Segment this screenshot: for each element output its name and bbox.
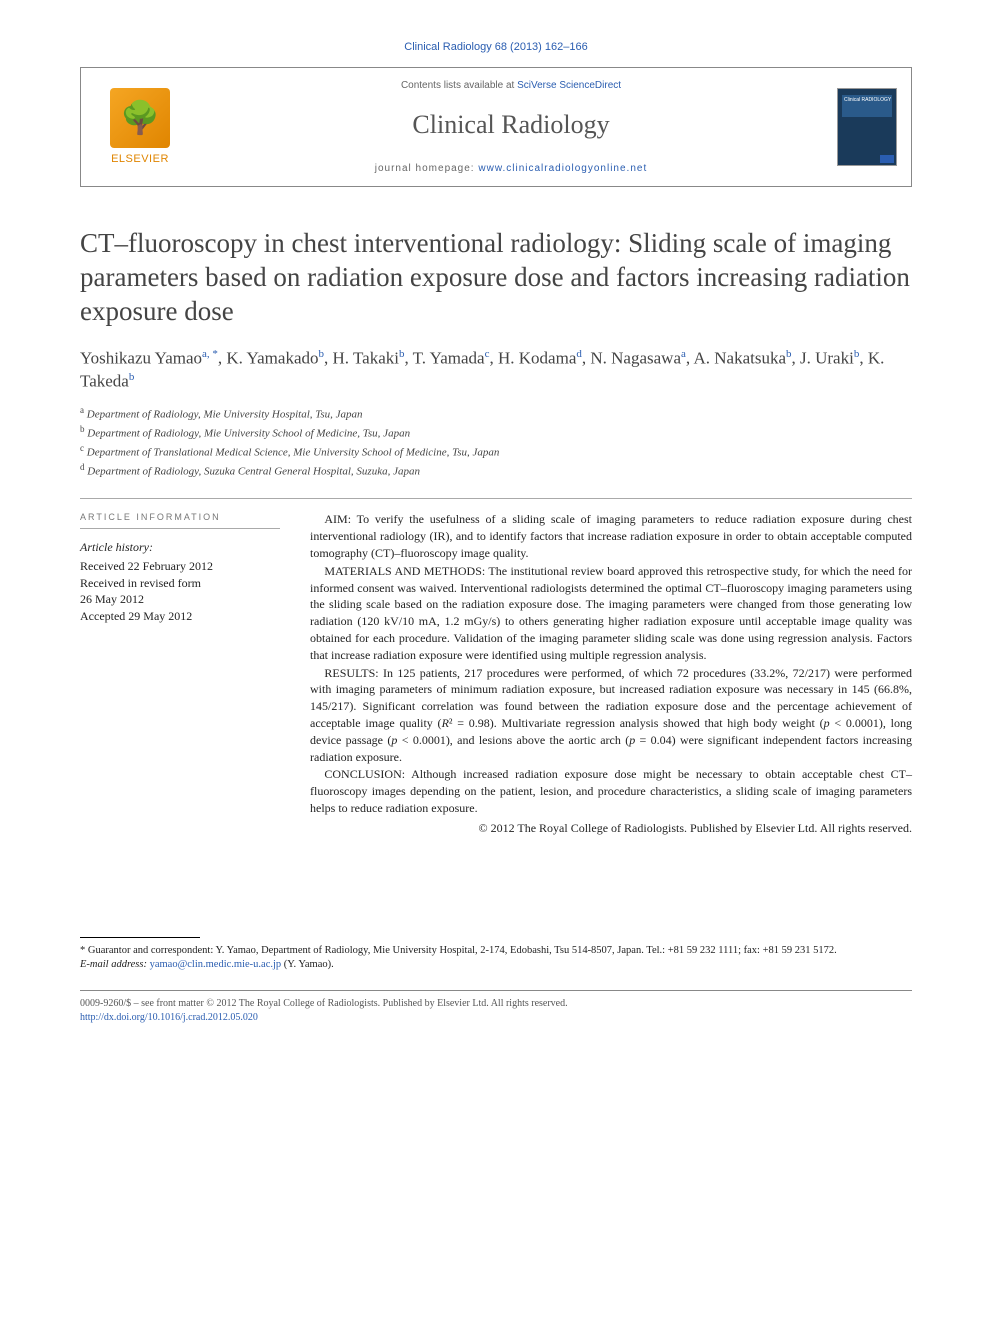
email-suffix: (Y. Yamao). [281,959,334,970]
contents-available-line: Contents lists available at SciVerse Sci… [185,79,837,93]
abstract-methods: MATERIALS AND METHODS: The institutional… [310,563,912,664]
affiliations-block: a Department of Radiology, Mie Universit… [80,404,912,481]
corresponding-footnote: * Guarantor and correspondent: Y. Yamao,… [80,944,912,958]
article-info-heading: ARTICLE INFORMATION [80,511,280,524]
article-title: CT–fluoroscopy in chest interventional r… [80,227,912,328]
cover-label: Clinical RADIOLOGY [844,97,891,104]
history-label: Article history: [80,539,280,556]
bottom-separator [80,990,912,991]
footnote-separator [80,937,200,938]
email-link[interactable]: yamao@clin.medic.mie-u.ac.jp [150,959,282,970]
journal-name: Clinical Radiology [185,107,837,143]
publisher-name: ELSEVIER [95,152,185,167]
history-line: Received in revised form [80,575,280,592]
abstract-copyright: © 2012 The Royal College of Radiologists… [310,820,912,837]
info-abstract-row: ARTICLE INFORMATION Article history: Rec… [80,511,912,836]
elsevier-tree-icon [110,88,170,148]
abstract-conclusion: CONCLUSION: Although increased radiation… [310,766,912,816]
section-divider [80,498,912,499]
email-footnote: E-mail address: yamao@clin.medic.mie-u.a… [80,958,912,972]
history-line: Received 22 February 2012 [80,558,280,575]
doi-line: http://dx.doi.org/10.1016/j.crad.2012.05… [80,1011,912,1025]
homepage-line: journal homepage: www.clinicalradiologyo… [185,162,837,176]
history-line: 26 May 2012 [80,591,280,608]
email-label: E-mail address: [80,959,150,970]
homepage-link[interactable]: www.clinicalradiologyonline.net [478,163,647,174]
abstract-aim: AIM: To verify the usefulness of a slidi… [310,511,912,561]
history-line: Accepted 29 May 2012 [80,608,280,625]
journal-cover-thumb: Clinical RADIOLOGY [837,88,897,166]
contents-prefix: Contents lists available at [401,80,517,91]
journal-header: ELSEVIER Contents lists available at Sci… [80,67,912,187]
article-info-column: ARTICLE INFORMATION Article history: Rec… [80,511,280,836]
header-center: Contents lists available at SciVerse Sci… [185,79,837,175]
abstract-results: RESULTS: In 125 patients, 217 procedures… [310,665,912,766]
citation-line: Clinical Radiology 68 (2013) 162–166 [80,40,912,55]
abstract-column: AIM: To verify the usefulness of a slidi… [310,511,912,836]
issn-line: 0009-9260/$ – see front matter © 2012 Th… [80,997,912,1011]
doi-link[interactable]: http://dx.doi.org/10.1016/j.crad.2012.05… [80,1012,258,1023]
info-divider [80,528,280,529]
sciencedirect-link[interactable]: SciVerse ScienceDirect [517,80,621,91]
homepage-prefix: journal homepage: [375,163,479,174]
cover-tag-icon [880,155,894,163]
publisher-block: ELSEVIER [95,88,185,167]
authors-line: Yoshikazu Yamaoa, *, K. Yamakadob, H. Ta… [80,347,912,394]
